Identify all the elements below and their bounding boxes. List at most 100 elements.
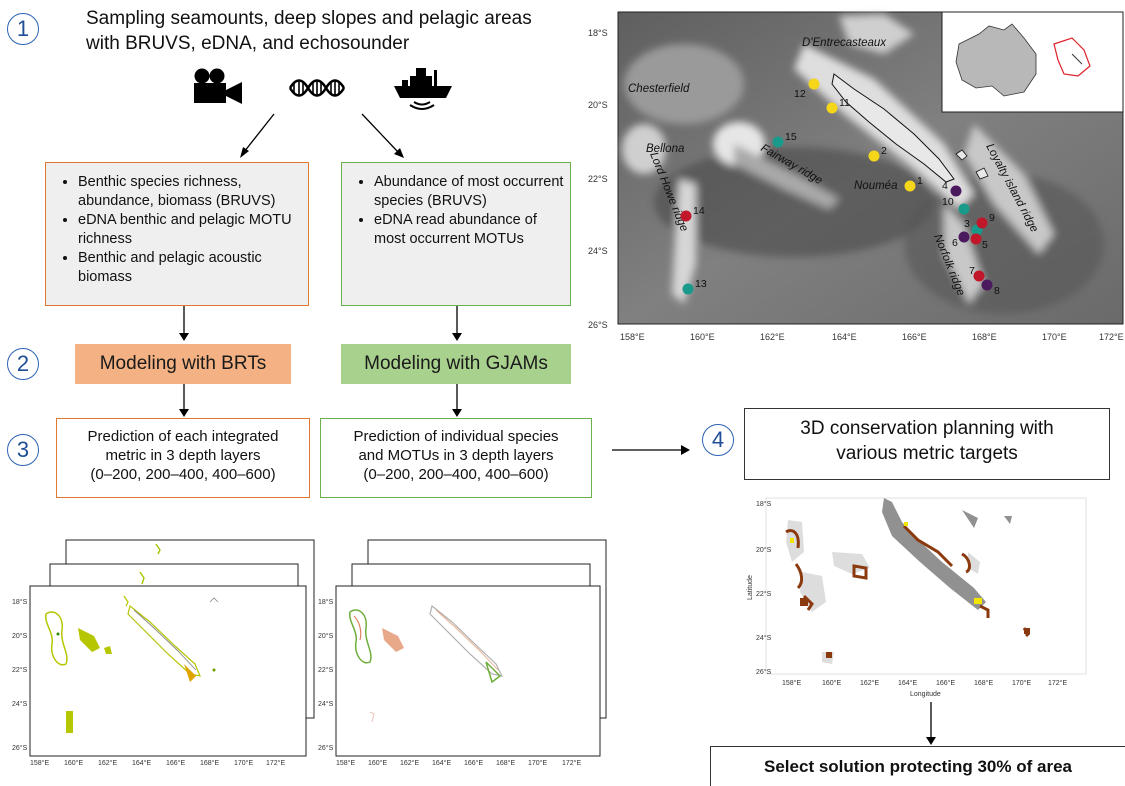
sampling-point-15 (772, 136, 784, 148)
x-tick: 164°E (832, 332, 857, 342)
sampling-point-14 (680, 210, 692, 222)
metric-item: Benthic and pelagic acoustic biomass (78, 249, 308, 287)
point-label-4: 4 (942, 180, 948, 192)
point-label-6: 6 (952, 237, 958, 249)
x-tick: 168°E (972, 332, 997, 342)
x-tick: 170°E (1012, 679, 1031, 687)
y-tick: 20°S (588, 100, 608, 110)
y-tick: 18°S (12, 598, 28, 606)
y-tick: 26°S (588, 320, 608, 330)
y-tick: 26°S (756, 668, 772, 676)
sampling-point-13 (682, 283, 694, 295)
pred-left-line3: (0–200, 200–400, 400–600) (90, 466, 276, 483)
label-dentrecasteaux: D'Entrecasteaux (802, 37, 887, 49)
y-tick: 26°S (318, 744, 334, 752)
x-tick: 162°E (860, 679, 879, 687)
new-caledonia-coastline (831, 73, 955, 183)
pred-right-line2: and MOTUs in 3 depth layers (358, 447, 554, 464)
point-label-13: 13 (695, 278, 707, 290)
metric-item: eDNA read abundance of most occurrent MO… (374, 211, 570, 249)
label-noumea: Nouméa (854, 180, 897, 192)
x-tick: 166°E (464, 759, 483, 767)
arrow-to-planning (612, 445, 690, 455)
sampling-point-7 (973, 270, 985, 282)
sampling-point-6 (958, 231, 970, 243)
integrated-map-x-axis: 158°E 160°E 162°E 164°E 166°E 168°E 170°… (30, 759, 285, 767)
conservation-solution-map: Latitude Longitude 18°S 20°S 22°S 24°S 2… (742, 492, 1094, 700)
individual-map-y-axis: 18°S 20°S 22°S 24°S 26°S (318, 598, 334, 752)
australia-inset (941, 11, 1124, 113)
x-tick: 158°E (620, 332, 645, 342)
modeling-brt-box: Modeling with BRTs (75, 344, 291, 384)
sampling-title-line2: with BRUVS, eDNA, and echosounder (86, 33, 410, 54)
integrated-metrics-box: Benthic species richness, abundance, bio… (45, 162, 309, 306)
point-label-7: 7 (969, 265, 975, 277)
prediction-integrated-box: Prediction of each integrated metric in … (56, 418, 310, 498)
x-tick: 160°E (64, 759, 83, 767)
y-tick: 18°S (588, 28, 608, 38)
x-tick: 162°E (98, 759, 117, 767)
x-tick: 160°E (368, 759, 387, 767)
y-tick: 22°S (318, 666, 334, 674)
arrow-to-left-box (240, 113, 275, 158)
sampling-point-12 (808, 78, 820, 90)
metric-item: eDNA benthic and pelagic MOTU richness (78, 211, 308, 249)
x-tick: 166°E (166, 759, 185, 767)
y-tick: 18°S (318, 598, 334, 606)
arrow-down-pred-left (179, 384, 189, 417)
y-tick: 20°S (756, 546, 772, 554)
x-tick: 170°E (234, 759, 253, 767)
metric-item: Benthic species richness, abundance, bio… (78, 173, 308, 211)
prediction-individual-box: Prediction of individual species and MOT… (320, 418, 592, 498)
arrow-down-pred-right (452, 384, 462, 417)
sampling-title: Sampling seamounts, deep slopes and pela… (86, 6, 586, 56)
planning-line1: 3D conservation planning with (800, 418, 1054, 439)
sampling-point-5 (970, 233, 982, 245)
sampling-point-2 (868, 150, 880, 162)
arrow-to-selection (926, 702, 936, 745)
x-tick: 158°E (782, 679, 801, 687)
individual-metrics-box: Abundance of most occurrent species (BRU… (341, 162, 571, 306)
point-label-8: 8 (994, 285, 1000, 297)
sampling-point-4 (950, 185, 962, 197)
point-label-3: 3 (964, 218, 970, 230)
sampling-point-1 (904, 180, 916, 192)
label-chesterfield: Chesterfield (628, 83, 690, 95)
x-tick: 172°E (562, 759, 581, 767)
x-tick: 158°E (30, 759, 49, 767)
x-tick: 166°E (936, 679, 955, 687)
x-tick: 164°E (132, 759, 151, 767)
integrated-map-y-axis: 18°S 20°S 22°S 24°S 26°S (12, 598, 28, 752)
x-tick: 172°E (266, 759, 285, 767)
x-tick: 166°E (902, 332, 927, 342)
pred-right-line3: (0–200, 200–400, 400–600) (363, 466, 549, 483)
individual-map-x-axis: 158°E 160°E 162°E 164°E 166°E 168°E 170°… (336, 759, 581, 767)
point-label-9: 9 (989, 212, 995, 224)
x-tick: 172°E (1099, 332, 1124, 342)
x-tick: 162°E (760, 332, 785, 342)
planning-line2: various metric targets (836, 443, 1018, 464)
label-bellona: Bellona (646, 143, 684, 155)
y-tick: 26°S (12, 744, 28, 752)
y-tick: 20°S (12, 632, 28, 640)
y-tick: 22°S (756, 590, 772, 598)
video-camera-icon (194, 68, 242, 104)
planning-map-y-axis: 18°S 20°S 22°S 24°S 26°S (756, 500, 772, 676)
pred-left-line2: metric in 3 depth layers (105, 447, 261, 464)
select-solution-box: Select solution protecting 30% of area (710, 746, 1125, 786)
step-4-circle: 4 (702, 424, 734, 456)
y-tick: 24°S (756, 634, 772, 642)
y-tick: 22°S (12, 666, 28, 674)
sampling-points: 1 2 3 4 5 6 7 8 9 10 11 12 13 14 15 (680, 78, 1000, 297)
pred-right-line1: Prediction of individual species (353, 428, 559, 445)
integrated-prediction-maps: 18°S 20°S 22°S 24°S 26°S 158°E 160°E 162… (12, 539, 315, 767)
conservation-planning-box: 3D conservation planning with various me… (744, 408, 1110, 480)
metric-item: Abundance of most occurrent species (BRU… (374, 173, 570, 211)
y-tick: 18°S (756, 500, 772, 508)
step-2-circle: 2 (7, 348, 39, 380)
study-area-map: D'Entrecasteaux Chesterfield Bellona Fai… (588, 11, 1124, 342)
sampling-point-9 (976, 217, 988, 229)
modeling-gjam-box: Modeling with GJAMs (341, 344, 571, 384)
point-label-10: 10 (942, 196, 954, 208)
y-tick: 24°S (12, 700, 28, 708)
